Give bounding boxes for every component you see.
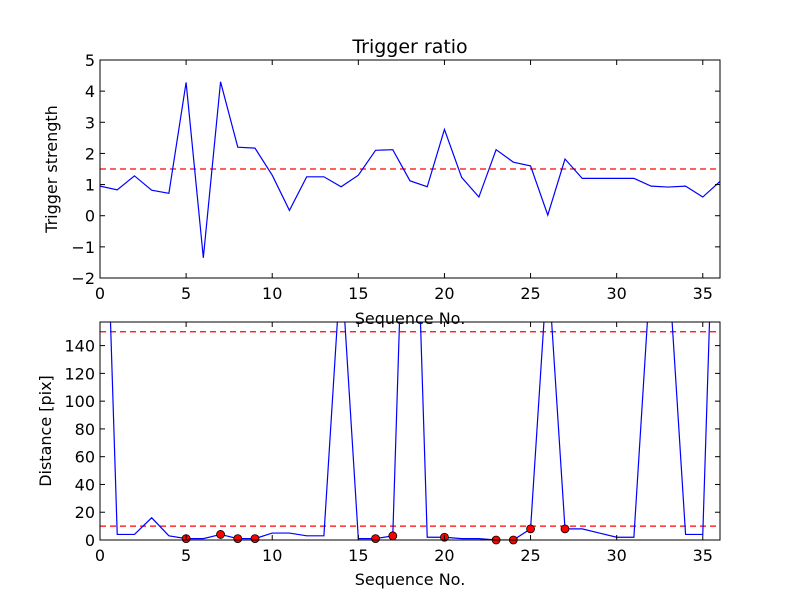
top-x-tick-label: 25 — [520, 284, 540, 303]
top-y-tick-label: 1 — [85, 176, 95, 195]
trigger-ratio-plot: Trigger ratio Sequence No. Trigger stren… — [42, 36, 721, 328]
top-x-tick-label: 5 — [181, 284, 191, 303]
bottom-marker-point — [526, 524, 535, 534]
bottom-y-tick-label: 0 — [85, 531, 95, 550]
bottom-marker-point — [250, 534, 260, 544]
top-y-axis-label: Trigger strength — [42, 105, 61, 234]
bottom-y-tick-label: 120 — [64, 364, 95, 383]
bottom-y-tick-label: 40 — [75, 475, 95, 494]
bottom-x-tick-label: 0 — [95, 546, 105, 565]
bottom-y-tick-label: 80 — [75, 420, 95, 439]
top-x-tick-label: 15 — [348, 284, 368, 303]
top-y-tick-label: −2 — [71, 269, 95, 288]
top-series-line-0 — [100, 81, 720, 258]
bottom-x-tick-label: 10 — [262, 546, 282, 565]
distance-plot: Sequence No. Distance [pix] 0 5 10 15 20 25 30… — [36, 321, 721, 589]
bottom-x-tick-label: 35 — [693, 546, 713, 565]
top-y-tick-label: 3 — [85, 113, 95, 132]
top-axes-frame — [99, 59, 721, 279]
top-y-tick-label: 5 — [85, 51, 95, 70]
bottom-x-tick-label: 20 — [434, 546, 454, 565]
bottom-plot-area — [100, 322, 720, 540]
bottom-x-tick-label: 30 — [606, 546, 626, 565]
top-x-tick-label: 0 — [95, 284, 105, 303]
bottom-marker-point — [216, 530, 225, 539]
top-x-tick-label: 35 — [693, 284, 713, 303]
bottom-y-tick-label: 140 — [64, 337, 95, 356]
top-x-axis-label: Sequence No. — [355, 309, 466, 328]
top-y-tick-label: 0 — [85, 207, 95, 226]
top-y-tick-label: −1 — [71, 238, 95, 257]
trigger-ratio-title: Trigger ratio — [351, 36, 467, 58]
bottom-marker-point — [560, 524, 570, 534]
top-plot-area — [100, 81, 720, 258]
bottom-x-tick-label: 15 — [348, 546, 368, 565]
top-x-tick-label: 30 — [606, 284, 626, 303]
bottom-y-tick-label: 20 — [75, 503, 95, 522]
bottom-y-axis-label: Distance [pix] — [36, 375, 55, 487]
bottom-x-tick-label: 5 — [181, 546, 191, 565]
bottom-y-tick-label: 100 — [64, 392, 95, 411]
bottom-marker-point — [388, 531, 398, 541]
bottom-marker-point — [371, 534, 380, 544]
bottom-series-line-0 — [109, 322, 711, 540]
top-x-tick-label: 20 — [434, 284, 454, 303]
top-y-tick-label: 4 — [85, 82, 95, 101]
top-x-tick-label: 10 — [262, 284, 282, 303]
bottom-y-tick-label: 60 — [75, 448, 95, 467]
bottom-marker-point — [233, 534, 243, 544]
bottom-x-axis-label: Sequence No. — [355, 570, 466, 589]
bottom-x-tick-label: 25 — [520, 546, 540, 565]
top-y-tick-label: 2 — [85, 144, 95, 163]
bottom-axes-frame — [99, 321, 721, 541]
